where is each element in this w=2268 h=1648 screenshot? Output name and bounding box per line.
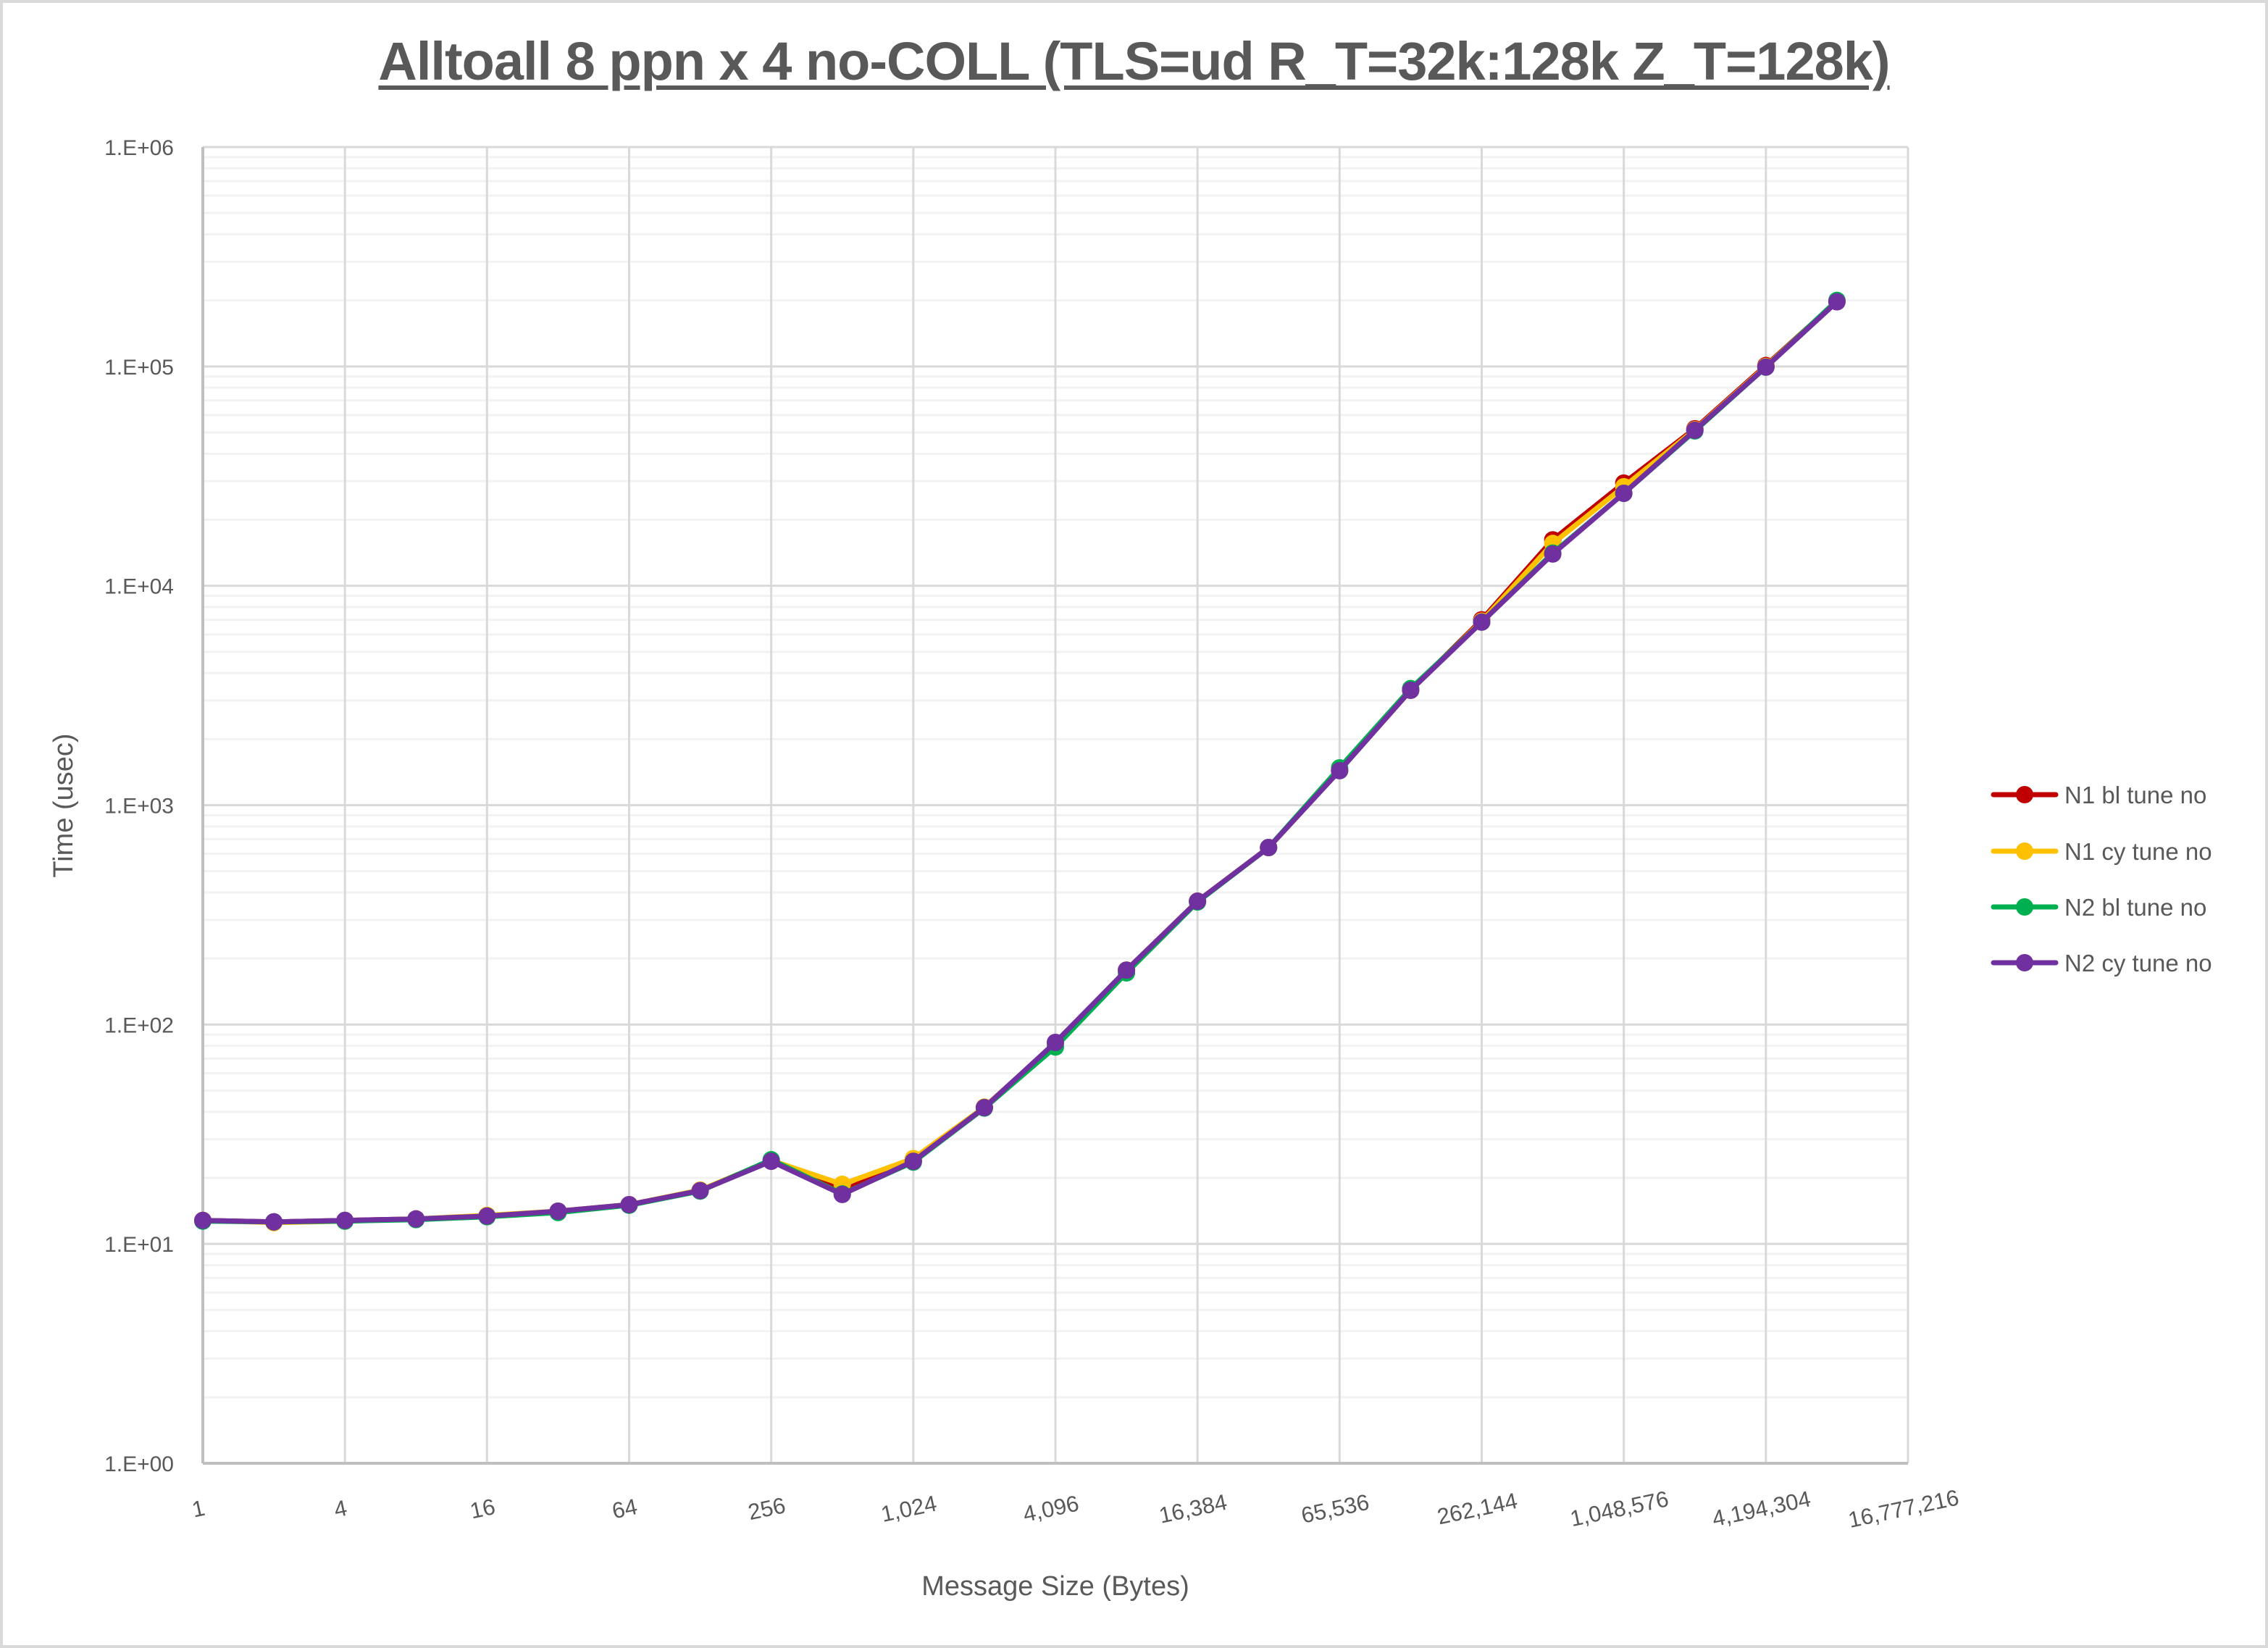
data-point-marker: [1402, 681, 1420, 699]
legend-item: N2 bl tune no: [1991, 894, 2206, 921]
data-point-marker: [549, 1202, 567, 1220]
x-tick-label: 64: [610, 1494, 640, 1523]
y-tick-label: 1.E+05: [104, 356, 174, 380]
data-point-marker: [691, 1181, 709, 1200]
data-point-marker: [904, 1153, 922, 1171]
legend-item: N1 bl tune no: [1991, 782, 2206, 808]
data-point-marker: [975, 1099, 993, 1117]
y-tick-label: 1.E+01: [104, 1233, 174, 1257]
data-point-marker: [1828, 293, 1846, 311]
legend-label: N2 bl tune no: [2064, 894, 2206, 921]
chart-title: Alltoall 8 ppn x 4 no-COLL (TLS=ud R_T=3…: [378, 31, 1890, 91]
data-point-marker: [1118, 961, 1136, 979]
data-point-marker: [1331, 761, 1349, 779]
data-point-marker: [1686, 421, 1704, 439]
data-point-marker: [1260, 838, 1278, 856]
x-tick-label: 4,194,304: [1710, 1486, 1813, 1531]
legend-marker-icon: [2016, 786, 2033, 803]
data-point-marker: [762, 1153, 780, 1171]
legend-marker-icon: [2016, 898, 2033, 916]
legend-item: N2 cy tune no: [1991, 950, 2212, 976]
x-tick-label: 1,048,576: [1568, 1486, 1670, 1531]
series-line: [200, 298, 1840, 1225]
data-point-marker: [478, 1207, 496, 1225]
data-point-marker: [833, 1185, 851, 1203]
legend-label: N1 bl tune no: [2064, 782, 2206, 808]
data-point-marker: [265, 1213, 283, 1231]
x-tick-label: 16,384: [1157, 1489, 1229, 1528]
y-tick-label: 1.E+04: [104, 575, 174, 599]
series-n2-cy-tune-no: [194, 293, 1846, 1231]
legend-item: N1 cy tune no: [1991, 838, 2212, 865]
data-point-marker: [1189, 892, 1207, 911]
x-axis-tick-labels: 1 4 16 64 256 1,024 4,096 16,384 65,536 262,144 1,…: [190, 1484, 1962, 1532]
y-tick-label: 1.E+06: [104, 136, 174, 160]
axes: [201, 147, 1908, 1465]
legend-marker-icon: [2016, 842, 2033, 860]
x-tick-label: 16: [468, 1494, 498, 1523]
y-tick-label: 1.E+02: [104, 1013, 174, 1037]
data-point-marker: [336, 1211, 354, 1229]
series-line: [200, 298, 1840, 1225]
x-tick-label: 4: [332, 1495, 349, 1523]
legend-marker-icon: [2016, 954, 2033, 971]
data-point-marker: [1473, 613, 1491, 631]
y-axis-title: Time (usec): [49, 733, 79, 877]
legend-label: N1 cy tune no: [2064, 838, 2212, 865]
y-axis-tick-labels: 1.E+00 1.E+01 1.E+02 1.E+03 1.E+04 1.E+05 1.E+…: [104, 136, 174, 1476]
x-tick-label: 4,096: [1021, 1491, 1081, 1527]
legend-label: N2 cy tune no: [2064, 950, 2212, 976]
data-point-marker: [1047, 1033, 1064, 1051]
x-tick-label: 1,024: [879, 1491, 939, 1527]
x-tick-label: 256: [746, 1492, 788, 1525]
legend: N1 bl tune no N1 cy tune no N2 bl tune no N…: [1991, 782, 2212, 976]
y-tick-label: 1.E+00: [104, 1452, 174, 1476]
y-tick-label: 1.E+03: [104, 795, 174, 819]
x-axis-title: Message Size (Bytes): [921, 1571, 1189, 1602]
data-point-marker: [1615, 484, 1633, 502]
data-point-marker: [407, 1210, 425, 1228]
data-point-marker: [1757, 358, 1775, 376]
x-tick-label: 16,777,216: [1846, 1484, 1961, 1532]
x-tick-label: 1: [190, 1495, 207, 1523]
data-point-marker: [194, 1211, 212, 1229]
x-tick-label: 262,144: [1435, 1488, 1520, 1530]
data-point-marker: [1544, 545, 1562, 563]
data-series: [194, 291, 1846, 1231]
series-line: [200, 298, 1840, 1226]
series-line: [200, 299, 1840, 1225]
x-tick-label: 65,536: [1299, 1489, 1371, 1528]
data-point-marker: [620, 1195, 638, 1213]
